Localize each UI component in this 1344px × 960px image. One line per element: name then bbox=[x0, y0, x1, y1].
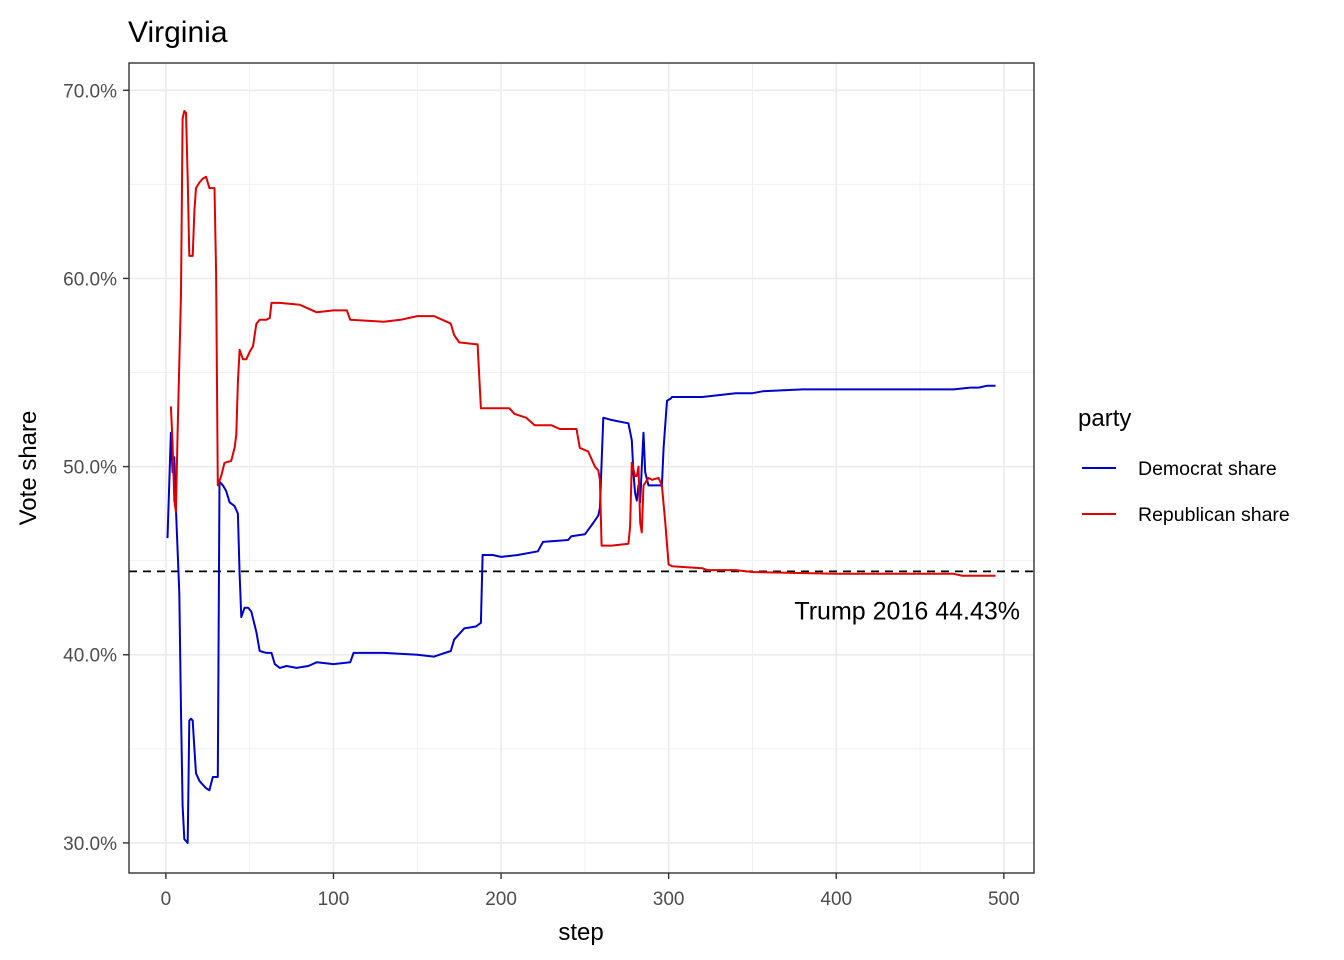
legend-title: party bbox=[1078, 405, 1131, 432]
x-tick-label: 0 bbox=[161, 889, 172, 910]
y-tick-label: 50.0% bbox=[63, 458, 117, 479]
y-tick-label: 60.0% bbox=[63, 269, 117, 290]
x-axis-title: step bbox=[558, 919, 603, 946]
legend: party Democrat share Republican share bbox=[1078, 405, 1290, 526]
series-lines bbox=[166, 110, 996, 844]
y-axis: 30.0% 40.0% 50.0% 60.0% 70.0% bbox=[63, 81, 129, 855]
x-tick-label: 100 bbox=[318, 889, 350, 910]
series-line-republican bbox=[169, 110, 996, 577]
reference-line-label: Trump 2016 44.43% bbox=[794, 597, 1020, 625]
y-tick-label: 40.0% bbox=[63, 646, 117, 667]
x-tick-label: 400 bbox=[820, 889, 852, 910]
plot-border bbox=[128, 62, 1035, 874]
x-tick-label: 300 bbox=[653, 889, 685, 910]
plot-panel bbox=[129, 63, 1034, 873]
x-tick-label: 500 bbox=[988, 889, 1020, 910]
y-tick-label: 30.0% bbox=[63, 834, 117, 855]
x-tick-label: 200 bbox=[485, 889, 517, 910]
chart-title: Virginia bbox=[128, 16, 228, 49]
legend-label-democrat: Democrat share bbox=[1138, 458, 1277, 480]
legend-label-republican: Republican share bbox=[1138, 504, 1290, 526]
x-axis: 0 100 200 300 400 500 bbox=[161, 873, 1020, 910]
y-axis-title: Vote share bbox=[15, 411, 42, 526]
y-tick-label: 70.0% bbox=[63, 81, 117, 102]
grid-lines bbox=[129, 63, 1034, 873]
